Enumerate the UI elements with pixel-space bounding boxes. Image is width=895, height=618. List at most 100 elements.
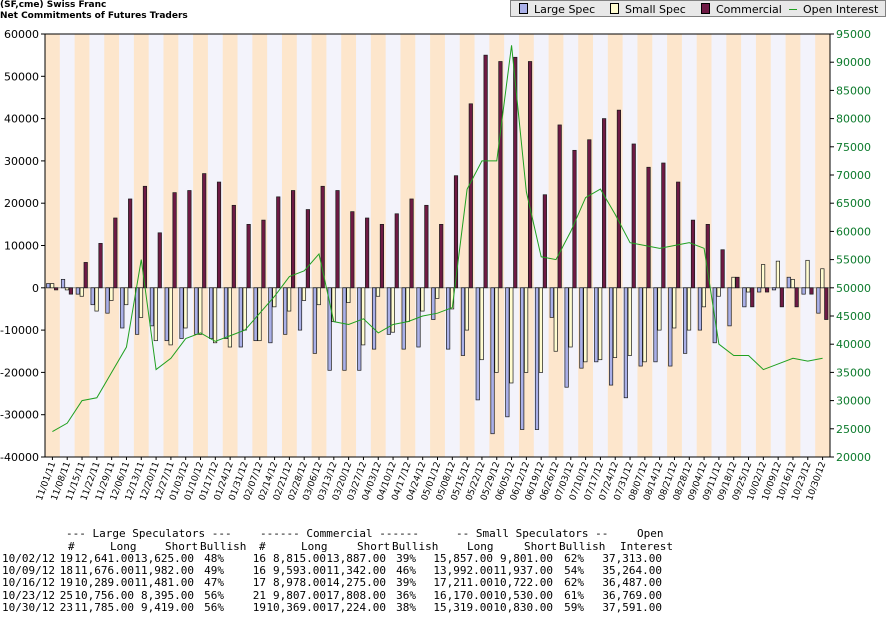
- plot-stripe: [207, 34, 224, 457]
- th-bull-commercial: Bullish: [392, 540, 439, 553]
- table-cell: 38%: [396, 600, 416, 614]
- table-cell: 10,830.00: [493, 600, 553, 614]
- table-cell: 39%: [396, 552, 416, 565]
- bar-large-spec: [505, 287, 510, 418]
- y-tick-label: -20000: [0, 366, 39, 379]
- table-cell: 16,170.00: [433, 588, 493, 602]
- bar-large-spec: [771, 287, 777, 291]
- bar-small-spec: [761, 264, 766, 289]
- plot-stripe: [59, 34, 75, 457]
- bar-small-spec: [731, 276, 736, 289]
- y2-tick-label: 70000: [836, 169, 871, 182]
- table-cell: 11,481.00: [134, 576, 194, 590]
- table-cell: 19: [59, 576, 73, 590]
- plot-stripe: [370, 34, 386, 457]
- plot-stripe: [741, 34, 757, 457]
- y-tick-label: -10000: [0, 324, 39, 337]
- y2-tick-label: 75000: [836, 141, 871, 154]
- table-cell: 17,808.00: [326, 588, 386, 602]
- plot-stripe: [222, 34, 238, 457]
- table-row-date: 10/16/12: [2, 576, 55, 590]
- bar-large-spec: [727, 287, 732, 327]
- table-row-date: 10/02/12: [2, 552, 55, 565]
- bar-large-spec: [209, 287, 214, 339]
- bar-commercial: [646, 166, 651, 289]
- legend-label-open-interest: Open Interest: [803, 3, 879, 16]
- bar-small-spec: [627, 287, 632, 356]
- bar-commercial: [216, 181, 222, 289]
- bar-small-spec: [479, 287, 484, 361]
- th-short-commercial: Short: [357, 540, 391, 553]
- bar-large-spec: [520, 287, 525, 430]
- bar-commercial: [128, 198, 133, 289]
- plot-stripe: [400, 34, 416, 457]
- bar-commercial: [365, 217, 370, 289]
- bar-small-spec: [583, 287, 588, 363]
- table-row-date: 10/09/12: [2, 564, 55, 578]
- bar-large-spec: [608, 287, 614, 386]
- plot-stripe: [74, 34, 90, 457]
- y-tick-label: 50000: [4, 70, 39, 83]
- bar-small-spec: [168, 287, 173, 346]
- table-cell: 16: [252, 552, 266, 565]
- legend-item-commercial: Commercial: [701, 3, 782, 16]
- bar-commercial: [720, 249, 725, 289]
- bar-large-spec: [431, 287, 436, 320]
- bar-large-spec: [534, 287, 540, 430]
- table-cell: 11,676.00: [74, 564, 134, 578]
- bar-commercial: [498, 61, 503, 289]
- bar-large-spec: [475, 287, 480, 401]
- table-cell: 48%: [204, 552, 224, 565]
- bar-commercial: [616, 109, 621, 289]
- table-cell: 9,593.00: [273, 564, 326, 578]
- table-cell: 56%: [204, 588, 224, 602]
- table-cell: 36%: [396, 588, 416, 602]
- y-tick-label: 0: [32, 282, 39, 295]
- bar-large-spec: [579, 287, 584, 369]
- table-cell: 19: [59, 552, 73, 565]
- table-cell: 10,289.00: [74, 576, 134, 590]
- table-cell: 56%: [204, 600, 224, 614]
- plot-stripe: [755, 34, 772, 457]
- table-cell: 39%: [396, 576, 416, 590]
- th-num-commercial: #: [259, 540, 266, 553]
- bar-small-spec: [153, 287, 158, 342]
- plot-stripe: [444, 34, 461, 457]
- bar-commercial: [809, 287, 814, 295]
- bar-commercial: [587, 139, 592, 289]
- bar-small-spec: [509, 287, 514, 384]
- y-tick-label: 10000: [4, 240, 39, 253]
- legend-item-open-interest: Open Interest: [789, 3, 878, 16]
- bar-small-spec: [790, 278, 795, 289]
- table-row-date: 10/23/12: [2, 588, 55, 602]
- table-cell: 36,769.00: [602, 588, 662, 602]
- bar-large-spec: [386, 287, 391, 335]
- plot-stripe: [696, 34, 712, 457]
- th-long-large: Long: [110, 540, 137, 553]
- y-tick-label: -40000: [0, 451, 39, 464]
- bar-large-spec: [253, 287, 258, 342]
- table-cell: 17,224.00: [326, 600, 386, 614]
- bar-large-spec: [801, 287, 806, 295]
- bar-large-spec: [623, 287, 628, 399]
- legend: Large Spec Small Spec Commercial Open In…: [510, 0, 886, 17]
- bar-small-spec: [50, 283, 55, 289]
- bar-commercial: [602, 118, 607, 289]
- bar-small-spec: [775, 260, 780, 289]
- plot-stripe: [385, 34, 401, 457]
- table-cell: 10,369.00: [266, 600, 326, 614]
- plot-stripe: [430, 34, 446, 457]
- bar-small-spec: [390, 287, 395, 333]
- bar-commercial: [246, 224, 251, 289]
- y-tick-label: 60000: [4, 28, 39, 41]
- table-cell: 19: [252, 600, 266, 614]
- bar-large-spec: [268, 287, 273, 344]
- bar-large-spec: [460, 287, 466, 356]
- bar-large-spec: [549, 287, 554, 318]
- bar-small-spec: [257, 287, 262, 342]
- bar-commercial: [527, 61, 533, 289]
- bar-large-spec: [683, 287, 688, 354]
- bar-commercial: [424, 204, 429, 289]
- bar-commercial: [276, 196, 281, 289]
- th-long-small: Long: [467, 540, 494, 553]
